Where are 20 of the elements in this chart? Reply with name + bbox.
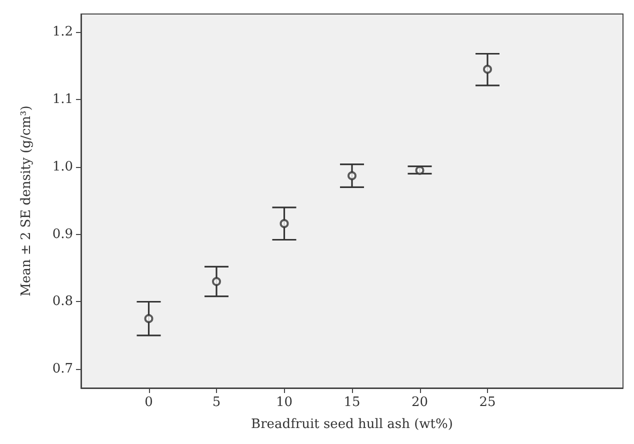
x-tick-label: 25 <box>479 395 496 410</box>
x-tick-label: 10 <box>276 395 293 410</box>
point <box>212 277 221 286</box>
x-tick-label: 0 <box>144 395 153 410</box>
y-tick-label: 1.1 <box>52 92 73 108</box>
x-tick-label: 15 <box>344 395 360 410</box>
x-axis-title: Breadfruit seed hull ash (wt%) <box>251 417 453 432</box>
point <box>483 64 492 74</box>
y-axis-title: Mean ± 2 SE density (g/cm³) <box>19 106 34 296</box>
point <box>144 314 154 324</box>
y-tick-label: 1.0 <box>52 159 73 174</box>
x-tick-label: 5 <box>212 395 221 410</box>
point <box>348 171 356 180</box>
point <box>415 166 424 175</box>
y-tick-label: 0.8 <box>52 294 73 310</box>
y-tick-label: 0.7 <box>52 362 73 377</box>
point <box>280 219 289 228</box>
y-tick-label: 0.9 <box>52 226 73 242</box>
x-tick-label: 20 <box>411 395 428 410</box>
y-tick-label: 1.2 <box>52 24 73 40</box>
